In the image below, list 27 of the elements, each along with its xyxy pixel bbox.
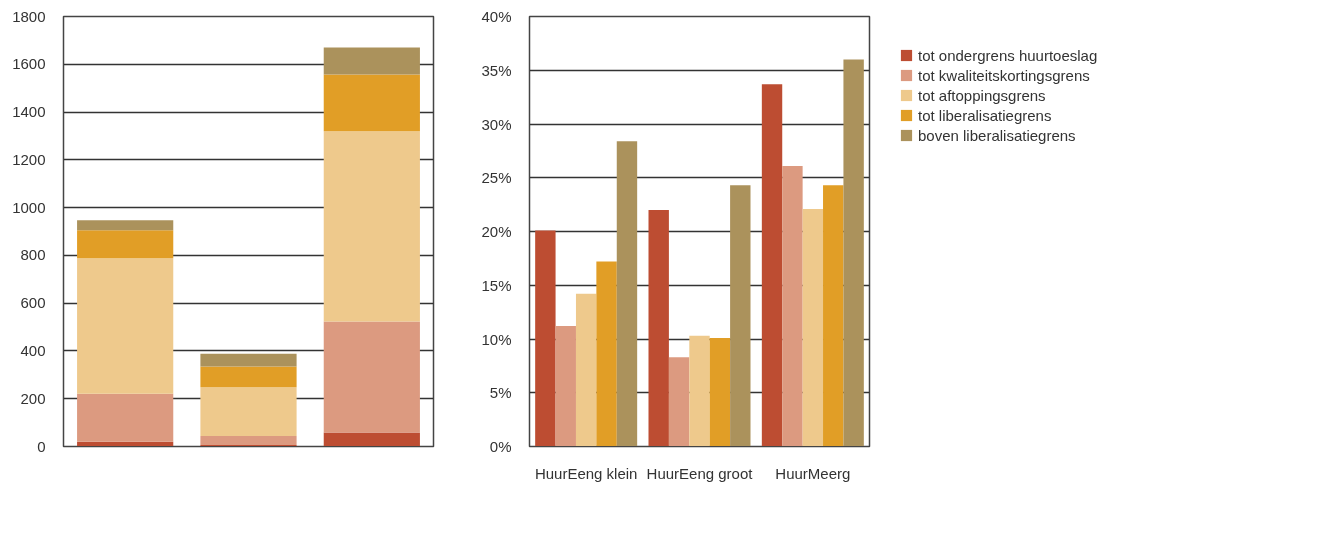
x-tick-label: HuurEeng groot — [646, 464, 754, 482]
legend-label: tot liberalisatiegrens — [918, 106, 1052, 124]
y-tick-label: 1600 — [12, 55, 46, 73]
y-tick-label: 25% — [481, 169, 512, 187]
y-tick-label: 5% — [489, 384, 512, 402]
y-tick-label: 400 — [20, 341, 46, 359]
y-tick-label: 1400 — [12, 103, 46, 121]
x-tick-label: HuurMeerg — [775, 464, 851, 482]
y-tick-label: 20% — [481, 223, 512, 240]
legend-label: boven liberalisatiegrens — [918, 126, 1076, 144]
y-tick-label: 15% — [481, 276, 512, 294]
y-tick-label: 0% — [489, 438, 512, 455]
y-tick-label: 30% — [481, 115, 512, 133]
y-tick-label: 10% — [481, 330, 512, 348]
legend-label: tot kwaliteitskortingsgrens — [918, 66, 1090, 84]
y-tick-label: 1800 — [12, 7, 46, 25]
y-tick-label: 35% — [481, 61, 512, 79]
y-tick-label: 40% — [481, 8, 512, 25]
legend-label: tot ondergrens huurtoeslag — [918, 46, 1098, 64]
y-tick-label: 600 — [20, 294, 46, 312]
y-tick-label: 0 — [37, 437, 46, 455]
y-tick-label: 200 — [20, 389, 46, 407]
y-tick-label: 1200 — [12, 150, 46, 168]
legend-label: tot aftoppingsgrens — [918, 86, 1046, 104]
y-tick-label: 800 — [20, 246, 46, 264]
y-tick-label: 1000 — [12, 198, 46, 216]
x-tick-label: HuurEeng klein — [534, 464, 638, 482]
